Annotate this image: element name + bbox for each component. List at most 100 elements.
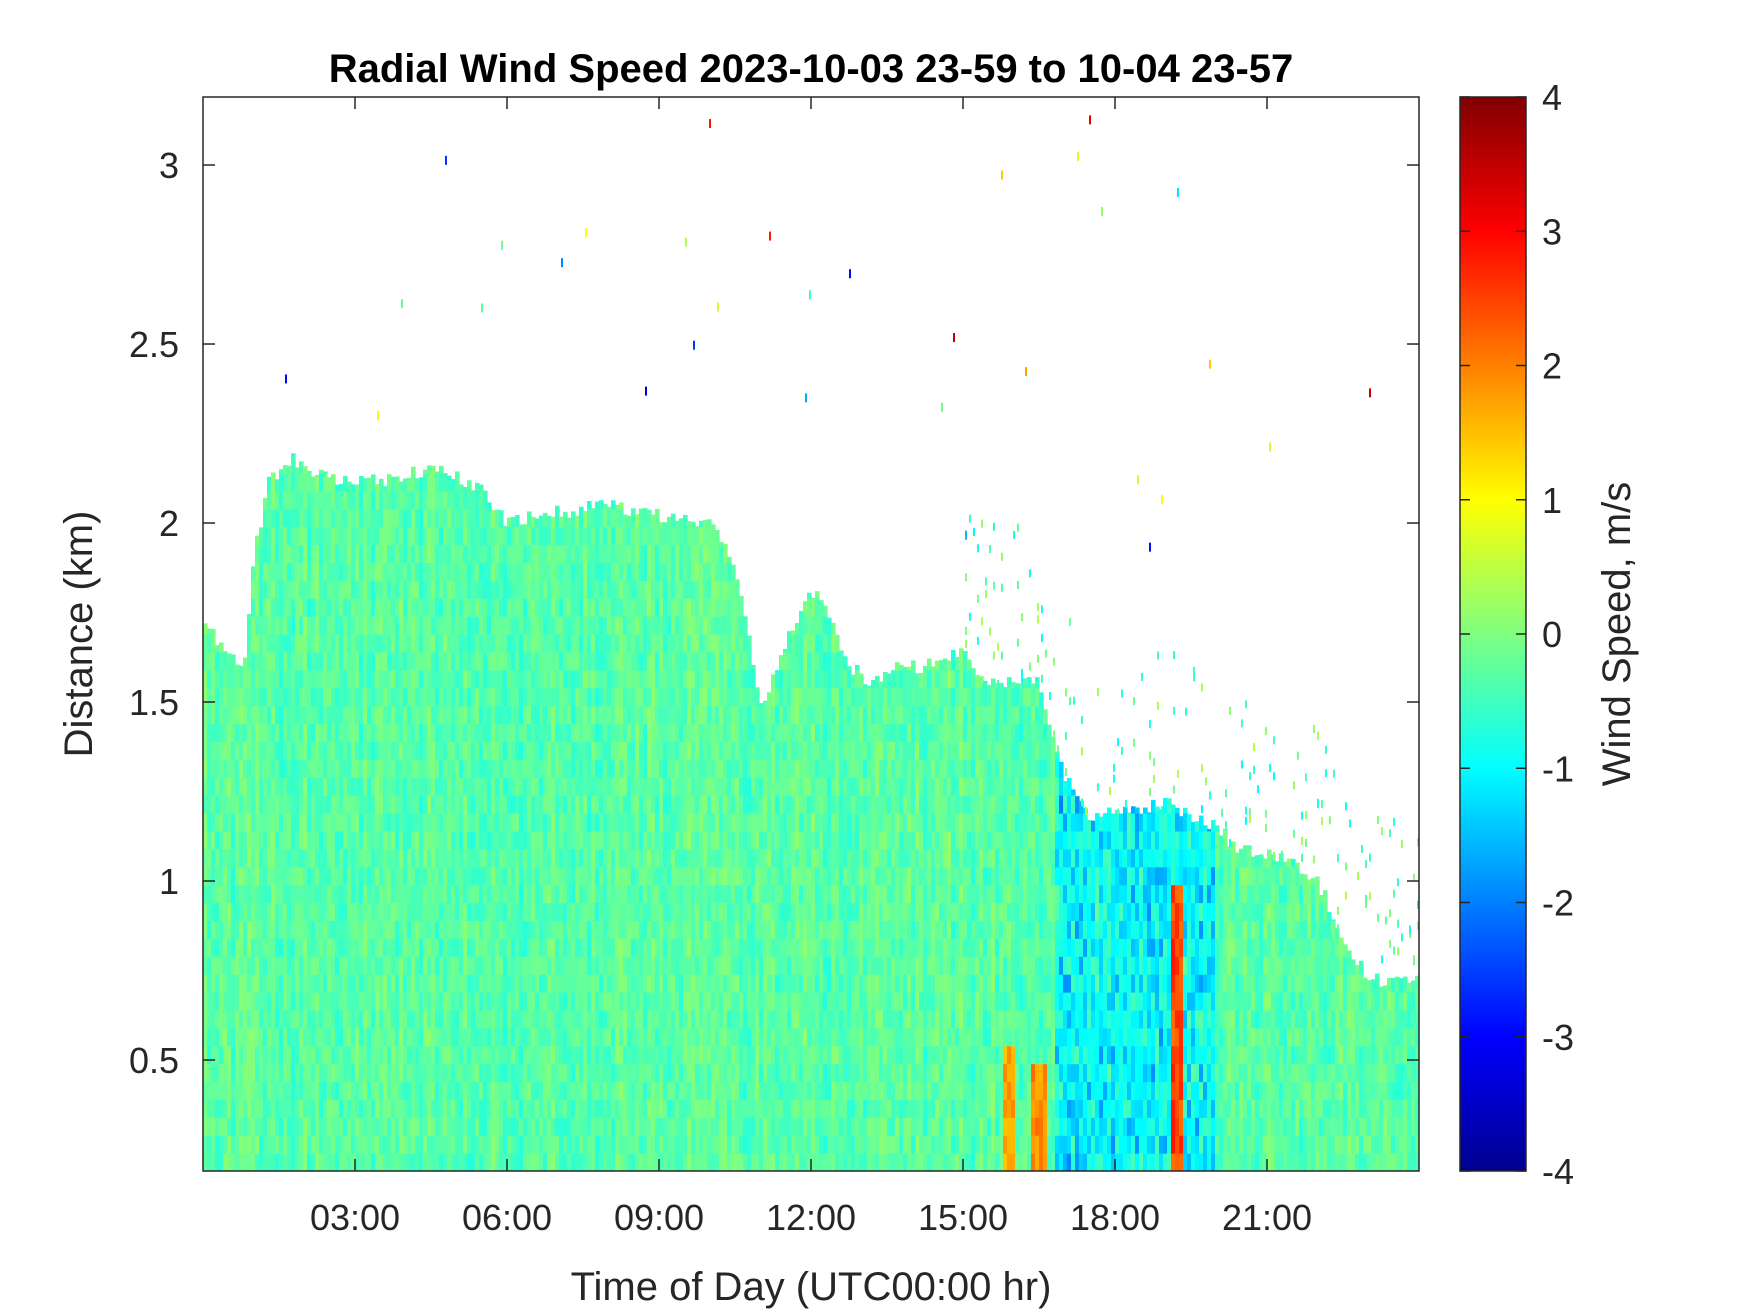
heatmap-cell: [503, 884, 508, 904]
heatmap-cell: [259, 1153, 264, 1171]
heatmap-cell: [675, 777, 680, 796]
heatmap-cell: [387, 1153, 392, 1171]
heatmap-cell: [655, 830, 660, 850]
heatmap-cell: [659, 526, 664, 546]
heatmap-cell: [331, 723, 336, 742]
heatmap-cell: [647, 741, 652, 760]
heatmap-cell: [619, 741, 624, 760]
heatmap-cell: [651, 687, 656, 707]
heatmap-cell: [371, 723, 376, 742]
heatmap-cell: [363, 1027, 368, 1047]
heatmap-cell: [719, 634, 724, 653]
heatmap-cell: [463, 1081, 468, 1100]
heatmap-cell: [631, 741, 636, 760]
heatmap-cell: [407, 1063, 412, 1083]
heatmap-cell: [387, 526, 392, 546]
heatmap-cell: [487, 902, 492, 921]
heatmap-cell: [487, 848, 492, 868]
heatmap-cell: [387, 992, 392, 1011]
heatmap-cell: [335, 1117, 340, 1136]
heatmap-cell: [471, 956, 476, 975]
heatmap-cell: [415, 687, 420, 707]
heatmap-cell: [727, 1117, 732, 1136]
heatmap-cell: [383, 687, 388, 707]
heatmap-cell: [247, 634, 252, 653]
heatmap-cell: [491, 544, 496, 563]
heatmap-cell: [679, 1045, 684, 1065]
heatmap-cell: [459, 1009, 464, 1029]
heatmap-cell: [203, 705, 208, 725]
heatmap-cell: [467, 544, 472, 563]
heatmap-cell: [527, 813, 532, 832]
heatmap-cell: [387, 956, 392, 975]
heatmap-cell: [599, 723, 604, 742]
heatmap-cell: [499, 1027, 504, 1047]
heatmap-cell: [619, 598, 624, 617]
heatmap-cell: [455, 580, 460, 599]
heatmap-cell: [483, 902, 488, 921]
heatmap-cell: [643, 562, 648, 581]
heatmap-cell: [511, 1045, 516, 1065]
heatmap-cell: [271, 723, 276, 742]
heatmap-cell: [699, 759, 704, 778]
heatmap-cell: [471, 526, 476, 546]
heatmap-cell: [315, 795, 320, 814]
heatmap-cell: [703, 759, 708, 778]
heatmap-cell: [331, 938, 336, 957]
heatmap-cell: [435, 884, 440, 904]
heatmap-cell: [415, 992, 420, 1011]
heatmap-cell: [463, 848, 468, 868]
heatmap-cell: [495, 544, 500, 563]
heatmap-cell: [251, 1153, 256, 1171]
heatmap-cell: [495, 1063, 500, 1083]
heatmap-cell: [387, 974, 392, 993]
heatmap-cell: [375, 777, 380, 796]
heatmap-cell: [487, 1027, 492, 1047]
heatmap-cell: [547, 598, 552, 617]
heatmap-cell: [695, 956, 700, 975]
heatmap-cell: [303, 830, 308, 850]
heatmap-cell: [311, 598, 316, 617]
heatmap-cell: [403, 1153, 408, 1171]
heatmap-cell: [227, 1117, 232, 1136]
heatmap-cell: [727, 556, 732, 563]
heatmap-cell: [251, 1135, 256, 1154]
heatmap-cell: [647, 509, 652, 528]
heatmap-cell: [511, 1099, 516, 1118]
heatmap-cell: [647, 580, 652, 599]
heatmap-cell: [695, 992, 700, 1011]
heatmap-cell: [407, 1045, 412, 1065]
heatmap-cell: [503, 687, 508, 707]
heatmap-cell: [695, 705, 700, 725]
heatmap-cell: [607, 759, 612, 778]
heatmap-cell: [375, 723, 380, 742]
heatmap-cell: [351, 508, 356, 528]
heatmap-cell: [355, 1045, 360, 1065]
heatmap-cell: [475, 482, 480, 492]
heatmap-cell: [467, 1135, 472, 1154]
heatmap-cell: [707, 687, 712, 707]
heatmap-cell: [531, 974, 536, 993]
heatmap-cell: [495, 956, 500, 975]
heatmap-cell: [407, 1081, 412, 1100]
heatmap-cell: [203, 759, 208, 778]
heatmap-cell: [623, 1081, 628, 1100]
heatmap-cell: [583, 956, 588, 975]
heatmap-cell: [503, 920, 508, 939]
heatmap-cell: [407, 705, 412, 725]
heatmap-cell: [495, 1009, 500, 1029]
heatmap-cell: [647, 938, 652, 957]
heatmap-cell: [695, 795, 700, 814]
heatmap-cell: [695, 884, 700, 904]
heatmap-cell: [623, 651, 628, 671]
heatmap-cell: [723, 741, 728, 760]
heatmap-cell: [423, 687, 428, 707]
heatmap-cell: [671, 598, 676, 617]
heatmap-cell: [243, 1135, 248, 1154]
heatmap-cell: [439, 1045, 444, 1065]
heatmap-cell: [511, 634, 516, 653]
heatmap-cell: [267, 1117, 272, 1136]
heatmap-cell: [315, 1045, 320, 1065]
heatmap-cell: [627, 777, 632, 796]
heatmap-cell: [327, 1117, 332, 1136]
